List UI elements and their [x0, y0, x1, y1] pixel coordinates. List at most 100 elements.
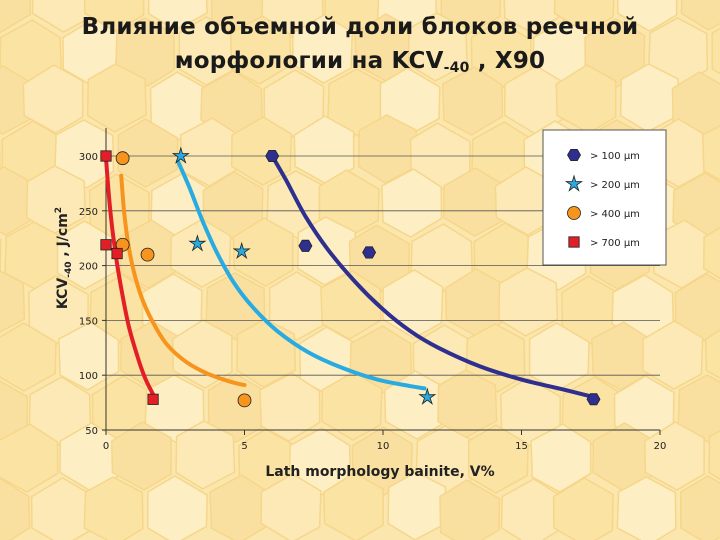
background-cell [0, 478, 31, 540]
background-cell [83, 0, 145, 32]
background-cell [407, 12, 468, 82]
legend-marker-star [564, 174, 584, 192]
data-point-circle [237, 393, 252, 408]
background-cell [229, 15, 292, 85]
background-cell [703, 226, 720, 280]
x-axis-label: Lath morphology bainite, V% [265, 464, 494, 480]
y-tick-label: 100 [79, 371, 98, 382]
x-ticks: 0 5 10 15 20 [103, 430, 666, 452]
legend-items: > 100 µm > 200 µm > 400 µm > 700 µm [564, 148, 640, 249]
background-cell [530, 423, 592, 493]
background-cell [0, 322, 57, 392]
y-tick-label: 150 [79, 316, 98, 327]
y-axis-label-prefix: KCV [55, 278, 71, 309]
background-cell [147, 475, 208, 540]
background-cell [616, 0, 678, 32]
background-cell [643, 421, 705, 491]
data-point-hexagon [362, 246, 377, 259]
background-cell [498, 267, 559, 337]
background-cell [323, 472, 384, 540]
background-cell [232, 217, 294, 287]
background-cell [708, 429, 720, 481]
background-cell [293, 115, 355, 185]
background-cell [0, 423, 59, 493]
background-cell [259, 372, 321, 442]
data-point-square [100, 150, 112, 162]
background-cell [260, 473, 322, 540]
title-line-2-sub: -40 [443, 60, 470, 76]
background-cell [0, 0, 32, 34]
background-cell [291, 14, 354, 84]
y-axis-label-sup: 2 [54, 207, 64, 213]
background-cell [701, 124, 720, 181]
background-cell [439, 479, 501, 540]
y-tick-label: 50 [85, 426, 98, 437]
legend-marker-circle [567, 206, 581, 220]
background-cell [437, 369, 498, 439]
title-line-1: Влияние объемной доли блоков реечной [81, 14, 639, 40]
background-cell [616, 476, 677, 540]
background-cell [704, 329, 720, 379]
trend-curves [104, 154, 596, 400]
background-cell [58, 321, 120, 391]
data-point-square [147, 393, 159, 405]
data-point-star [232, 241, 251, 260]
data-point-hexagon [265, 149, 280, 163]
background-cell [22, 64, 84, 134]
data-point-square [100, 239, 112, 251]
data-point-square [111, 247, 123, 260]
legend-label: > 100 µm [590, 151, 640, 162]
background-cell [642, 320, 704, 390]
x-tick-label: 0 [103, 441, 109, 452]
legend-marker-hexagon [567, 148, 581, 162]
background-cell [147, 0, 208, 31]
y-axis-label-sub: -40 [64, 261, 74, 277]
background-cell [467, 424, 529, 494]
background-cell [25, 165, 87, 235]
title-line-2-suffix: , X90 [469, 48, 546, 74]
background-cell [552, 477, 614, 540]
legend-label: > 400 µm [590, 209, 640, 220]
y-ticks: 50 100 150 200 250 300 [79, 152, 106, 437]
data-point-hexagon [586, 393, 601, 406]
background-cell [230, 116, 293, 186]
legend-label: > 200 µm [590, 180, 640, 191]
background-cell [711, 27, 720, 75]
background-cell [175, 420, 236, 490]
background-cell [83, 476, 144, 540]
data-point-star [188, 234, 207, 252]
background-cell [110, 421, 172, 491]
legend-label: > 700 µm [590, 238, 640, 249]
trend-curve-square [104, 156, 157, 400]
background-cell [0, 270, 26, 333]
background-cell [555, 64, 617, 134]
trend-curve-circle [119, 173, 247, 388]
data-point-hexagon [298, 239, 313, 252]
y-axis-label: KCV-40 , J/cm2 [54, 207, 74, 309]
background-cell [680, 0, 720, 31]
title-line-2-prefix: морфологии на KCV [174, 48, 444, 74]
x-tick-label: 5 [241, 441, 247, 452]
background-cell [680, 475, 720, 540]
legend: > 100 µm > 200 µm > 400 µm > 700 µm [542, 129, 667, 266]
background-cell [553, 0, 615, 33]
y-tick-label: 200 [79, 262, 98, 273]
background-cell [441, 66, 504, 136]
x-tick-label: 10 [377, 441, 390, 452]
data-point-star [418, 387, 437, 405]
y-tick-label: 250 [79, 207, 98, 218]
legend-box [542, 129, 667, 266]
data-point-circle [115, 151, 130, 166]
y-tick-label: 300 [79, 152, 98, 163]
background-cell [56, 220, 118, 290]
title-line-2: морфологии на KCV-40 , X90 [0, 44, 720, 85]
x-tick-label: 15 [515, 441, 528, 452]
data-point-star [171, 146, 190, 164]
background-cell [117, 118, 179, 188]
trend-curve-hexagon [270, 154, 596, 400]
legend-marker-square [568, 236, 580, 248]
trend-curve-star [176, 159, 427, 391]
slide-title: Влияние объемной доли блоков реечной мор… [0, 10, 720, 85]
